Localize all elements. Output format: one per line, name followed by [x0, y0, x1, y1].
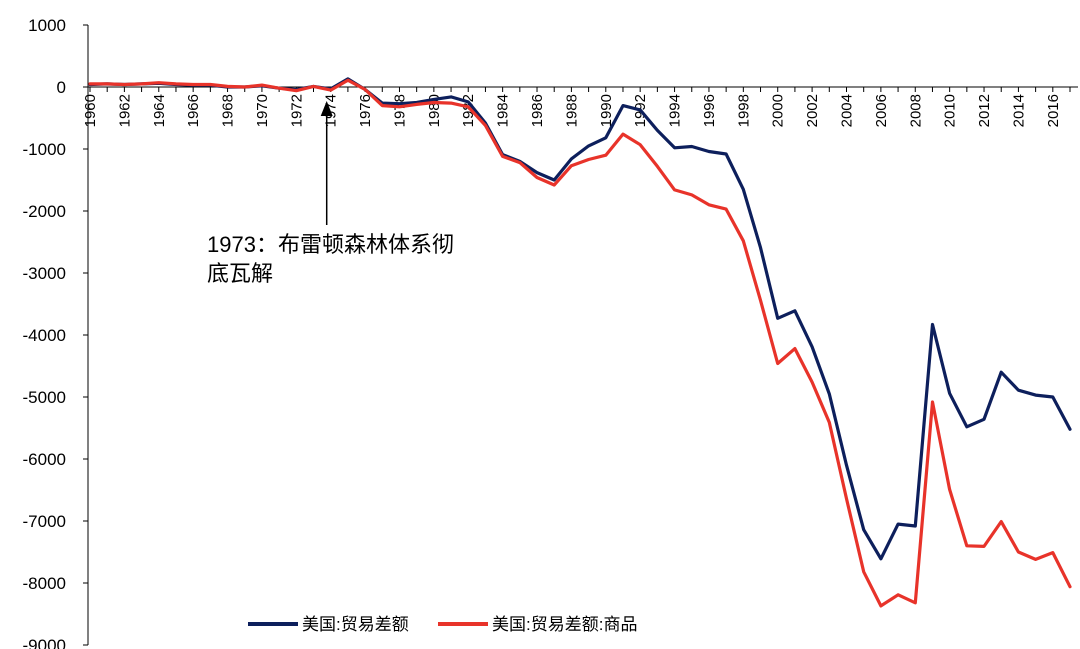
x-tick-label: 2000	[770, 94, 787, 127]
x-tick-label: 1968	[220, 94, 237, 127]
annotation-arrow-head	[320, 101, 333, 116]
series-line-0	[88, 77, 1072, 561]
x-tick-label: 2012	[976, 94, 993, 127]
y-tick-label: 0	[57, 78, 66, 97]
x-tick-label: 1988	[563, 94, 580, 127]
legend: 美国:贸易差额 美国:贸易差额:商品	[248, 615, 637, 634]
x-tick-label: 1986	[529, 94, 546, 127]
legend-label-goods-balance: 美国:贸易差额:商品	[492, 615, 637, 634]
x-tick-label: 1978	[391, 94, 408, 127]
series-lines	[88, 77, 1072, 608]
x-tick-label: 2004	[838, 94, 855, 127]
series-line-1	[88, 78, 1072, 608]
x-tick-label: 2002	[804, 94, 821, 127]
y-tick-label: -8000	[23, 574, 66, 593]
y-tick-label: -2000	[23, 202, 66, 221]
x-tick-label: 1960	[82, 94, 99, 127]
x-tick-label: 1996	[701, 94, 718, 127]
annotation-text-line1: 1973：布雷顿森林体系彻	[207, 232, 454, 257]
x-tick-label: 1990	[598, 94, 615, 127]
annotation: 1973：布雷顿森林体系彻 底瓦解	[207, 101, 454, 286]
x-tick-label: 2016	[1045, 94, 1062, 127]
x-tick-label: 1970	[254, 94, 271, 127]
y-tick-label: -7000	[23, 512, 66, 531]
x-tick-label: 1998	[735, 94, 752, 127]
y-tick-label: -4000	[23, 326, 66, 345]
x-tick-label: 2014	[1010, 94, 1027, 127]
x-tick-label: 1994	[667, 94, 684, 127]
plot-area: 1000 0 -1000 -2000 -3000 -4000 -5000 -6000 -7000…	[23, 16, 1078, 649]
x-tick-label: 1962	[116, 94, 133, 127]
y-tick-label: 1000	[28, 16, 66, 35]
x-tick-label: 1976	[357, 94, 374, 127]
y-ticks: 1000 0 -1000 -2000 -3000 -4000 -5000 -6000 -7000…	[23, 16, 88, 649]
legend-label-trade-balance: 美国:贸易差额	[302, 615, 409, 634]
x-tick-label: 2006	[873, 94, 890, 127]
x-tick-label: 1966	[185, 94, 202, 127]
y-tick-label: -5000	[23, 388, 66, 407]
y-tick-label: -3000	[23, 264, 66, 283]
x-tick-label: 1984	[495, 94, 512, 127]
x-tick-label: 1964	[151, 94, 168, 127]
y-tick-label: -6000	[23, 450, 66, 469]
annotation-text-line2: 底瓦解	[207, 261, 273, 286]
x-tick-label: 1972	[288, 94, 305, 127]
x-ticks: 1960 1962 1964 1966 1968 1970 1972 1974 1976 1978…	[82, 87, 1071, 127]
y-tick-label: -1000	[23, 140, 66, 159]
x-tick-label: 2010	[942, 94, 959, 127]
x-tick-label: 2008	[907, 94, 924, 127]
y-tick-label: -9000	[23, 636, 66, 649]
